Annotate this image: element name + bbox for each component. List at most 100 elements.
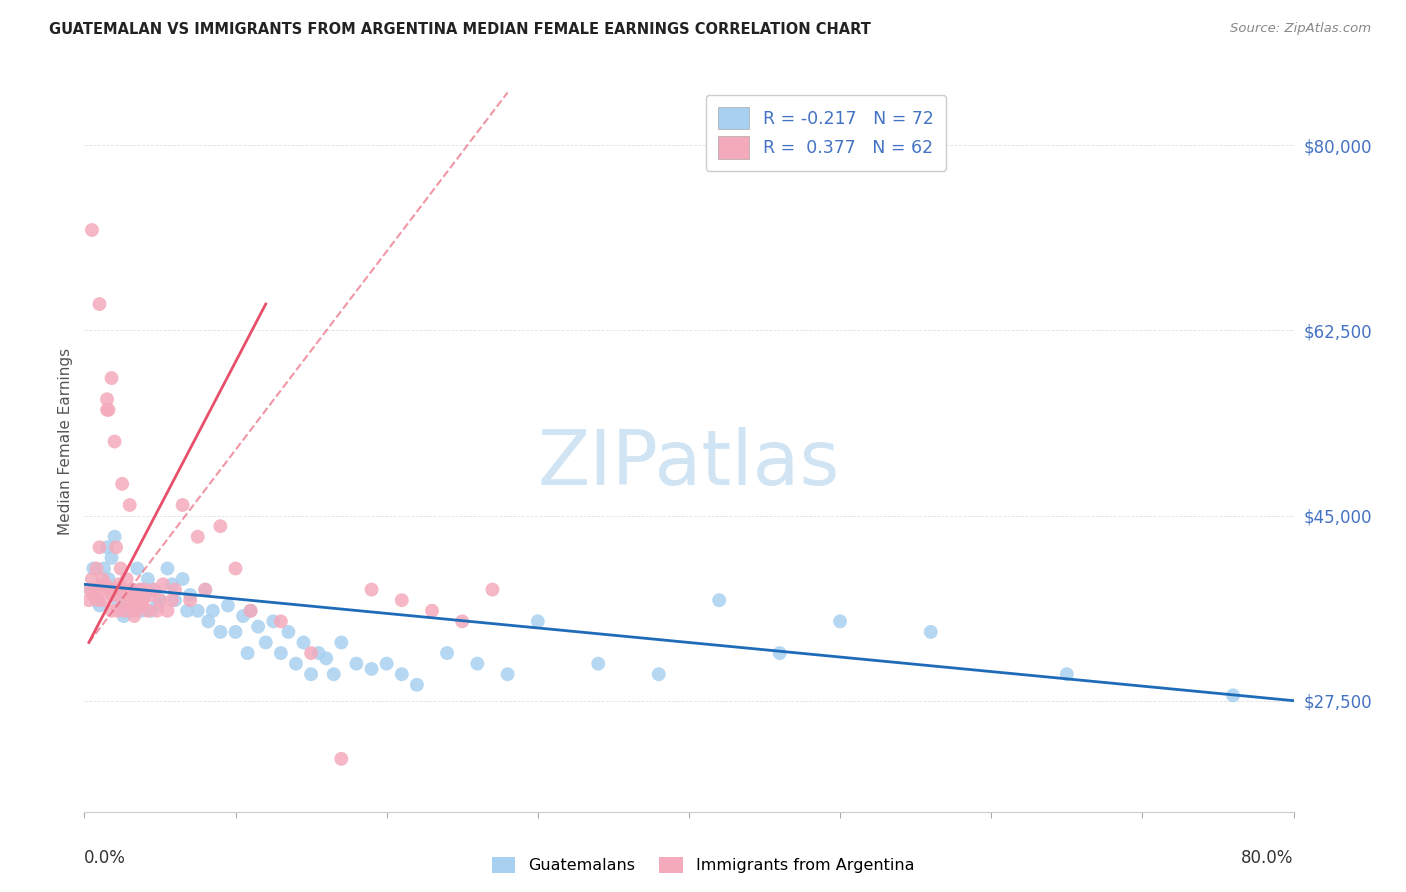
Point bbox=[104, 582, 127, 597]
Point bbox=[308, 646, 330, 660]
Point bbox=[451, 615, 474, 629]
Point bbox=[176, 604, 198, 618]
Point bbox=[115, 588, 138, 602]
Point bbox=[406, 678, 429, 692]
Text: 80.0%: 80.0% bbox=[1241, 849, 1294, 867]
Point bbox=[197, 615, 219, 629]
Point bbox=[139, 604, 162, 618]
Point bbox=[830, 615, 852, 629]
Point bbox=[131, 599, 153, 613]
Point bbox=[149, 593, 172, 607]
Point bbox=[165, 593, 187, 607]
Point bbox=[127, 588, 149, 602]
Point bbox=[86, 593, 108, 607]
Point bbox=[292, 635, 315, 649]
Point bbox=[299, 667, 322, 681]
Point bbox=[89, 541, 111, 555]
Point bbox=[114, 604, 136, 618]
Point bbox=[277, 624, 299, 639]
Point bbox=[80, 223, 103, 237]
Point bbox=[111, 604, 134, 618]
Point bbox=[79, 582, 101, 597]
Point bbox=[131, 604, 153, 618]
Point bbox=[270, 646, 292, 660]
Point bbox=[360, 662, 382, 676]
Point bbox=[111, 593, 134, 607]
Point bbox=[1222, 689, 1244, 703]
Point bbox=[149, 593, 172, 607]
Point bbox=[172, 572, 194, 586]
Point bbox=[160, 593, 183, 607]
Point bbox=[107, 593, 129, 607]
Point bbox=[94, 577, 117, 591]
Point bbox=[108, 577, 131, 591]
Point bbox=[194, 582, 217, 597]
Point bbox=[91, 577, 114, 591]
Point bbox=[436, 646, 458, 660]
Point bbox=[156, 604, 179, 618]
Point bbox=[588, 657, 610, 671]
Point bbox=[920, 624, 942, 639]
Point bbox=[84, 582, 107, 597]
Point bbox=[121, 582, 143, 597]
Point bbox=[201, 604, 224, 618]
Point bbox=[146, 599, 169, 613]
Point bbox=[160, 577, 183, 591]
Point bbox=[93, 593, 115, 607]
Point bbox=[391, 667, 413, 681]
Point bbox=[127, 561, 149, 575]
Point bbox=[136, 604, 159, 618]
Point bbox=[129, 582, 152, 597]
Point bbox=[118, 599, 141, 613]
Text: ZIPatlas: ZIPatlas bbox=[537, 426, 841, 500]
Point bbox=[239, 604, 262, 618]
Point bbox=[254, 635, 277, 649]
Point bbox=[89, 297, 111, 311]
Text: Source: ZipAtlas.com: Source: ZipAtlas.com bbox=[1230, 22, 1371, 36]
Point bbox=[225, 624, 247, 639]
Point bbox=[96, 402, 118, 417]
Point bbox=[115, 572, 138, 586]
Point bbox=[122, 609, 145, 624]
Point bbox=[82, 588, 104, 602]
Point bbox=[121, 582, 143, 597]
Point bbox=[648, 667, 671, 681]
Point bbox=[82, 561, 104, 575]
Legend: R = -0.217   N = 72, R =  0.377   N = 62: R = -0.217 N = 72, R = 0.377 N = 62 bbox=[706, 95, 946, 170]
Point bbox=[527, 615, 550, 629]
Point bbox=[111, 476, 134, 491]
Point bbox=[136, 572, 159, 586]
Point bbox=[270, 615, 292, 629]
Point bbox=[467, 657, 489, 671]
Point bbox=[420, 604, 443, 618]
Point bbox=[122, 593, 145, 607]
Point bbox=[112, 609, 135, 624]
Point bbox=[315, 651, 337, 665]
Point bbox=[96, 392, 118, 407]
Point bbox=[125, 604, 148, 618]
Point bbox=[86, 561, 108, 575]
Point bbox=[330, 635, 353, 649]
Point bbox=[142, 582, 165, 597]
Point bbox=[209, 624, 232, 639]
Point bbox=[100, 550, 122, 565]
Point bbox=[709, 593, 731, 607]
Point bbox=[77, 593, 100, 607]
Text: 0.0%: 0.0% bbox=[84, 849, 127, 867]
Point bbox=[100, 371, 122, 385]
Point bbox=[225, 561, 247, 575]
Text: GUATEMALAN VS IMMIGRANTS FROM ARGENTINA MEDIAN FEMALE EARNINGS CORRELATION CHART: GUATEMALAN VS IMMIGRANTS FROM ARGENTINA … bbox=[49, 22, 872, 37]
Point bbox=[262, 615, 284, 629]
Point bbox=[232, 609, 254, 624]
Point bbox=[481, 582, 503, 597]
Point bbox=[110, 561, 132, 575]
Y-axis label: Median Female Earnings: Median Female Earnings bbox=[58, 348, 73, 535]
Point bbox=[91, 572, 114, 586]
Point bbox=[97, 402, 120, 417]
Point bbox=[104, 434, 127, 449]
Point bbox=[179, 588, 201, 602]
Point bbox=[98, 582, 121, 597]
Point bbox=[139, 588, 162, 602]
Point bbox=[236, 646, 259, 660]
Point bbox=[96, 541, 118, 555]
